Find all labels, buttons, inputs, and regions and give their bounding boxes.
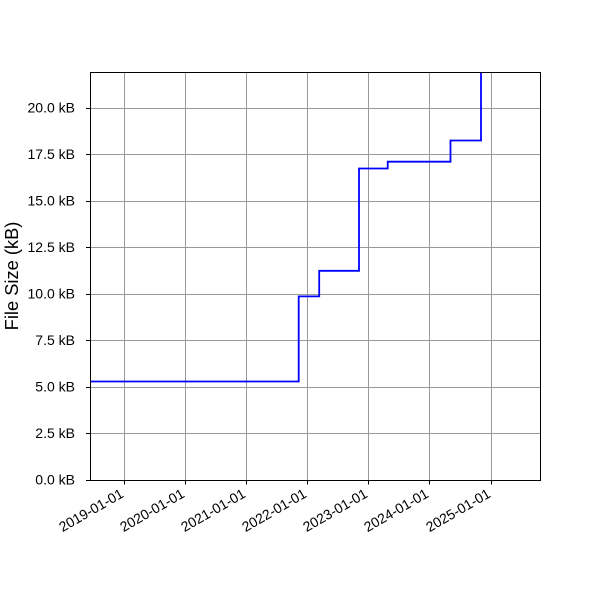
- svg-text:2.5 kB: 2.5 kB: [35, 425, 75, 441]
- svg-text:0.0 kB: 0.0 kB: [35, 472, 75, 488]
- svg-text:15.0 kB: 15.0 kB: [28, 193, 75, 209]
- svg-text:20.0 kB: 20.0 kB: [28, 100, 75, 116]
- svg-text:2024-01-01: 2024-01-01: [361, 485, 431, 535]
- svg-text:2022-01-01: 2022-01-01: [239, 485, 309, 535]
- svg-text:12.5 kB: 12.5 kB: [28, 239, 75, 255]
- svg-text:5.0 kB: 5.0 kB: [35, 379, 75, 395]
- svg-text:2023-01-01: 2023-01-01: [300, 485, 370, 535]
- svg-text:2025-01-01: 2025-01-01: [423, 485, 493, 535]
- svg-text:File Size (kB): File Size (kB): [1, 222, 22, 331]
- svg-text:10.0 kB: 10.0 kB: [28, 286, 75, 302]
- svg-text:7.5 kB: 7.5 kB: [35, 332, 75, 348]
- svg-text:2020-01-01: 2020-01-01: [117, 485, 187, 535]
- svg-text:2019-01-01: 2019-01-01: [56, 485, 126, 535]
- svg-text:2021-01-01: 2021-01-01: [178, 485, 248, 535]
- svg-text:17.5 kB: 17.5 kB: [28, 146, 75, 162]
